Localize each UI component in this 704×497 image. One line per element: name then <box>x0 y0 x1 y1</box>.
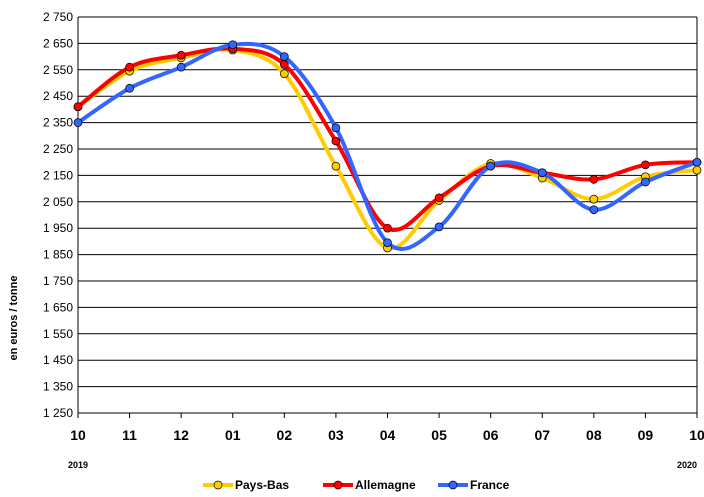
y-tick-label: 2 650 <box>43 36 73 50</box>
data-point <box>383 238 392 248</box>
x-tick-label: 07 <box>534 427 550 443</box>
data-point <box>537 168 547 178</box>
y-tick-label: 2 250 <box>43 142 73 156</box>
data-point <box>641 160 650 170</box>
x-tick-label: 05 <box>431 427 447 443</box>
y-tick-label: 1 350 <box>43 380 73 394</box>
y-tick-label: 1 650 <box>43 300 73 314</box>
y-tick-label: 1 450 <box>43 353 73 367</box>
x-tick-label: 10 <box>689 427 704 443</box>
y-axis-label: en euros / tonne <box>8 276 20 361</box>
x-tick-label: 08 <box>586 427 602 443</box>
y-axis-ticks: 1 250 1 350 1 450 1 550 1 650 1 750 1 850 1 950… <box>43 10 73 420</box>
data-point <box>176 62 186 72</box>
data-point <box>73 102 83 112</box>
series-lines <box>76 41 699 251</box>
data-point <box>692 165 702 175</box>
data-point <box>279 52 289 61</box>
legend-label: Allemagne <box>355 478 416 492</box>
y-tick-label: 2 050 <box>43 195 73 209</box>
legend-marker <box>213 480 223 490</box>
data-point <box>125 62 134 72</box>
grid-lines <box>77 16 698 414</box>
data-point <box>279 69 289 79</box>
year-label: 2019 <box>68 460 88 470</box>
y-tick-label: 2 450 <box>43 89 73 103</box>
series-points <box>73 40 702 253</box>
data-point <box>331 123 341 133</box>
data-point <box>73 118 83 127</box>
legend-label: France <box>470 478 510 492</box>
legend-label: Pays-Bas <box>235 478 289 492</box>
data-point <box>434 222 444 232</box>
data-point <box>589 194 599 204</box>
y-tick-label: 1 950 <box>43 221 73 235</box>
data-point <box>434 193 444 203</box>
series-line-france <box>76 41 699 251</box>
x-tick-label: 02 <box>277 427 293 443</box>
data-point <box>176 50 186 60</box>
data-point <box>125 83 134 93</box>
data-point <box>331 136 341 146</box>
x-tick-label: 11 <box>122 427 137 443</box>
x-tick-label: 04 <box>380 427 396 443</box>
y-tick-label: 1 850 <box>43 248 73 262</box>
data-point <box>383 223 392 233</box>
legend-marker <box>448 480 458 490</box>
data-point <box>486 161 496 171</box>
x-tick-label: 12 <box>173 427 189 443</box>
data-point <box>641 177 650 187</box>
y-tick-label: 1 750 <box>43 274 73 288</box>
year-label: 2020 <box>677 460 697 470</box>
x-tick-label: 10 <box>70 427 86 443</box>
y-tick-label: 2 750 <box>43 10 73 24</box>
data-point <box>692 157 702 167</box>
y-tick-label: 1 550 <box>43 327 73 341</box>
x-tick-label: 09 <box>638 427 654 443</box>
y-tick-label: 2 150 <box>43 168 73 182</box>
data-point <box>279 60 289 69</box>
legend: Pays-Bas Allemagne France <box>203 478 510 492</box>
y-tick-label: 2 550 <box>43 63 73 77</box>
data-point <box>331 161 341 171</box>
data-point <box>228 40 238 50</box>
x-tick-label: 03 <box>328 427 344 443</box>
x-tick-label: 01 <box>225 427 241 443</box>
x-axis-ticks: 10 11 12 01 02 03 04 05 06 07 08 09 10 2019 2020 <box>68 413 704 470</box>
legend-marker <box>333 480 343 490</box>
data-point <box>589 205 599 215</box>
x-tick-label: 06 <box>483 427 499 443</box>
series-line-allemagne <box>76 46 699 232</box>
y-tick-label: 1 250 <box>43 406 73 420</box>
y-tick-label: 2 350 <box>43 116 73 130</box>
data-point <box>589 175 599 184</box>
